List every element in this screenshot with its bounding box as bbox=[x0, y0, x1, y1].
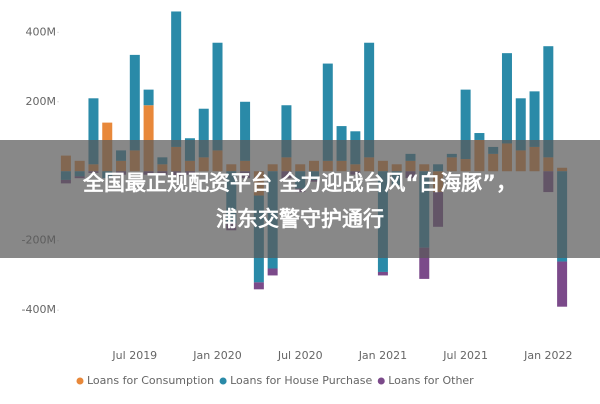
bar-segment bbox=[529, 91, 540, 147]
bar-segment bbox=[322, 63, 333, 161]
bar-segment bbox=[240, 101, 251, 161]
legend-label: Loans for Other bbox=[388, 374, 474, 387]
x-tick-label: Jul 2021 bbox=[442, 349, 488, 362]
x-tick-label: Jul 2019 bbox=[111, 349, 157, 362]
bar-segment bbox=[281, 105, 292, 158]
legend-marker bbox=[219, 377, 227, 385]
banner-line: 浦东交警守护通行 bbox=[216, 207, 384, 231]
legend-marker bbox=[76, 377, 84, 385]
bar-segment bbox=[557, 261, 568, 307]
bar-segment bbox=[474, 133, 485, 140]
bar-segment bbox=[88, 98, 99, 165]
bar-segment bbox=[501, 53, 512, 144]
bar-segment bbox=[212, 42, 223, 151]
bar-segment bbox=[171, 11, 182, 147]
bar-segment bbox=[129, 54, 140, 151]
x-tick-label: Jan 2020 bbox=[192, 349, 241, 362]
y-tick-label: 400M bbox=[26, 25, 57, 38]
x-tick-label: Jul 2020 bbox=[277, 349, 323, 362]
legend-label: Loans for House Purchase bbox=[230, 374, 372, 387]
y-tick-label: -400M bbox=[22, 303, 56, 316]
x-tick-label: Jan 2022 bbox=[523, 349, 572, 362]
bar-segment bbox=[460, 89, 471, 160]
bar-segment bbox=[364, 42, 375, 158]
bar-segment bbox=[377, 271, 388, 276]
x-tick-label: Jan 2021 bbox=[358, 349, 407, 362]
banner-background bbox=[0, 140, 600, 258]
bar-segment bbox=[143, 89, 154, 106]
bar-segment bbox=[198, 108, 209, 158]
bar-segment bbox=[543, 46, 554, 158]
bar-segment bbox=[253, 282, 264, 290]
bar-segment bbox=[515, 98, 526, 151]
banner-line: 全国最正规配资平台 全力迎战台风“白海豚”， bbox=[82, 171, 517, 195]
bar-segment bbox=[267, 268, 278, 276]
bar-segment bbox=[419, 247, 430, 279]
bar-segment bbox=[143, 105, 154, 172]
legend-marker bbox=[377, 377, 385, 385]
banner: 全国最正规配资平台 全力迎战台风“白海豚”， 浦东交警守护通行 bbox=[0, 140, 600, 258]
y-tick-label: 200M bbox=[26, 95, 57, 108]
legend-label: Loans for Consumption bbox=[87, 374, 214, 387]
